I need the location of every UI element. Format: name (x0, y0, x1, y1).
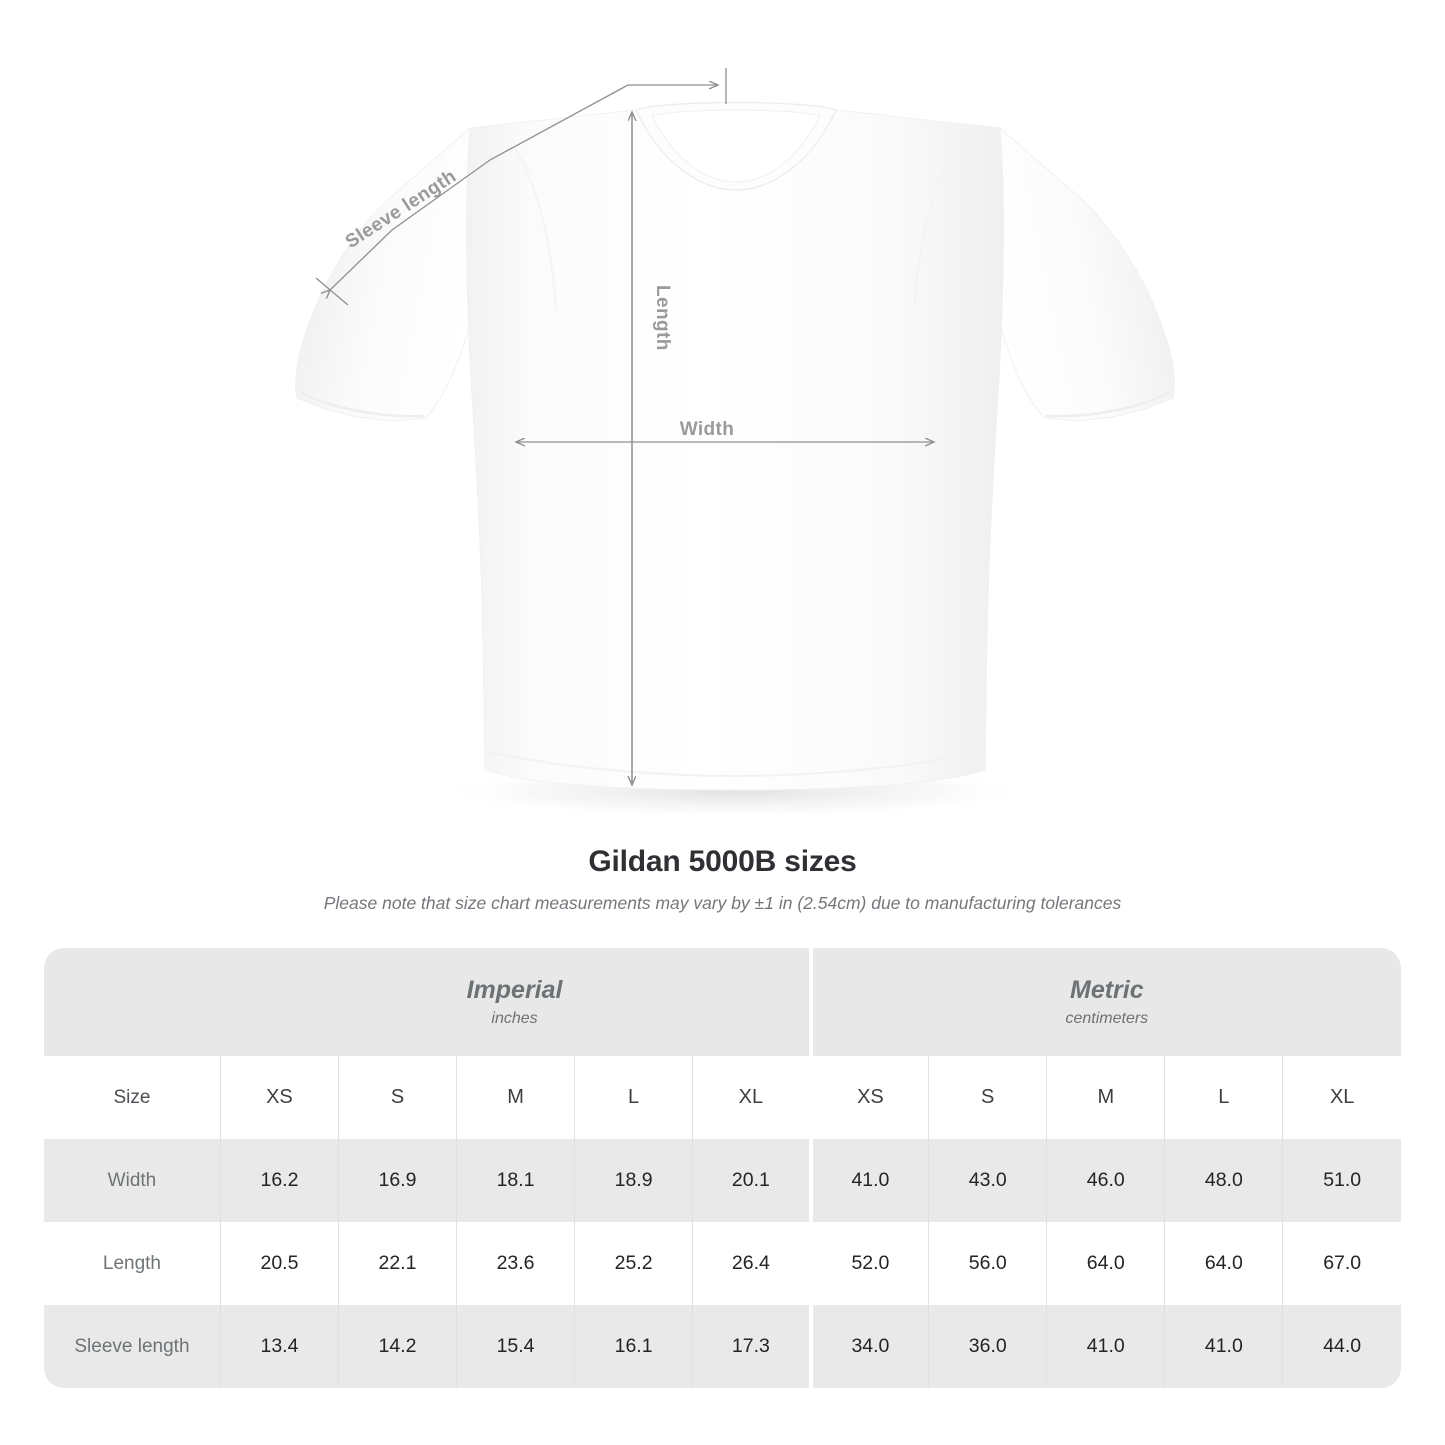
tshirt-diagram: Sleeve length Length Width (295, 68, 1175, 818)
table-row: Sleeve length 13.4 14.2 15.4 16.1 17.3 3… (44, 1305, 1401, 1388)
cell-sleeve-metric-m: 41.0 (1046, 1305, 1165, 1388)
unit-group-metric-name: Metric (1070, 975, 1144, 1004)
cell-width-metric-m: 46.0 (1046, 1139, 1165, 1222)
column-header-metric-xs: XS (808, 1056, 929, 1139)
table-header-row: Size XS S M L XL XS S M L XL (44, 1056, 1401, 1139)
fold-left-shoulder (515, 149, 557, 311)
cell-sleeve-imperial-xl: 17.3 (692, 1305, 811, 1388)
page-title: Gildan 5000B sizes (588, 845, 857, 878)
cell-sleeve-metric-s: 36.0 (928, 1305, 1047, 1388)
sleeve-hem-left (299, 390, 425, 418)
cell-width-metric-l: 48.0 (1164, 1139, 1283, 1222)
cell-sleeve-metric-xs: 34.0 (808, 1305, 929, 1388)
unit-group-metric: Metric centimeters (808, 948, 1401, 1056)
cell-width-imperial-s: 16.9 (337, 1139, 457, 1222)
cell-sleeve-imperial-l: 16.1 (574, 1305, 693, 1388)
table-row: Width 16.2 16.9 18.1 18.9 20.1 41.0 43.0… (44, 1139, 1401, 1222)
cell-length-imperial-xs: 20.5 (219, 1222, 339, 1305)
column-header-imperial-xs: XS (219, 1056, 339, 1139)
unit-group-imperial-name: Imperial (466, 975, 563, 1004)
fold-right-shoulder (913, 149, 955, 311)
fold-left-hem (489, 751, 736, 777)
row-header-sleeve-length: Sleeve length (44, 1305, 221, 1388)
unit-group-imperial: Imperial inches (220, 948, 811, 1056)
unit-group-row: Imperial inches Metric centimeters (44, 948, 1401, 1056)
table-row: Length 20.5 22.1 23.6 25.2 26.4 52.0 56.… (44, 1222, 1401, 1305)
cell-length-imperial-s: 22.1 (337, 1222, 457, 1305)
column-header-metric-l: L (1164, 1056, 1283, 1139)
column-header-metric-xl: XL (1282, 1056, 1401, 1139)
width-label: Width (680, 419, 735, 440)
cell-width-metric-s: 43.0 (928, 1139, 1047, 1222)
row-header-width: Width (44, 1139, 221, 1222)
column-header-imperial-s: S (337, 1056, 457, 1139)
cell-width-imperial-m: 18.1 (456, 1139, 575, 1222)
cell-width-imperial-l: 18.9 (574, 1139, 693, 1222)
cell-width-imperial-xl: 20.1 (692, 1139, 811, 1222)
unit-group-imperial-subtitle: inches (491, 1010, 538, 1028)
cell-width-metric-xs: 41.0 (808, 1139, 929, 1222)
cell-length-imperial-xl: 26.4 (692, 1222, 811, 1305)
cell-length-metric-xs: 52.0 (808, 1222, 929, 1305)
cell-width-metric-xl: 51.0 (1282, 1139, 1401, 1222)
cell-length-metric-m: 64.0 (1046, 1222, 1165, 1305)
cell-length-metric-l: 64.0 (1164, 1222, 1283, 1305)
size-chart-table: Imperial inches Metric centimeters Size … (44, 948, 1401, 1388)
collar-inner (651, 109, 821, 183)
column-header-imperial-l: L (574, 1056, 693, 1139)
unit-spacer-cell (44, 948, 221, 1056)
tshirt-graphic (295, 101, 1175, 791)
column-header-imperial-m: M (456, 1056, 575, 1139)
size-table-container: Imperial inches Metric centimeters Size … (44, 948, 1401, 1388)
cell-width-imperial-xs: 16.2 (219, 1139, 339, 1222)
title-block: Gildan 5000B sizes Please note that size… (0, 845, 1445, 914)
unit-group-metric-subtitle: centimeters (1065, 1010, 1149, 1028)
fold-right-hem (734, 751, 981, 777)
cell-sleeve-metric-xl: 44.0 (1282, 1305, 1401, 1388)
cell-sleeve-imperial-xs: 13.4 (219, 1305, 339, 1388)
cell-length-imperial-l: 25.2 (574, 1222, 693, 1305)
column-header-metric-s: S (928, 1056, 1047, 1139)
tolerance-note: Please note that size chart measurements… (323, 893, 1122, 913)
width-dimension: Width (516, 419, 934, 442)
sleeve-hem-right (1045, 390, 1171, 418)
cell-sleeve-imperial-s: 14.2 (337, 1305, 457, 1388)
cell-sleeve-imperial-m: 15.4 (456, 1305, 575, 1388)
right-sleeve (977, 127, 1175, 422)
cell-length-imperial-m: 23.6 (456, 1222, 575, 1305)
length-label: Length (652, 285, 673, 351)
column-header-metric-m: M (1046, 1056, 1165, 1139)
shoulder-reference-guide (628, 68, 727, 104)
left-sleeve (295, 127, 493, 422)
column-header-size: Size (44, 1056, 221, 1139)
cell-length-metric-xl: 67.0 (1282, 1222, 1401, 1305)
cell-length-metric-s: 56.0 (928, 1222, 1047, 1305)
length-dimension: Length (632, 112, 673, 785)
cell-sleeve-metric-l: 41.0 (1164, 1305, 1283, 1388)
column-header-imperial-xl: XL (692, 1056, 811, 1139)
tshirt-body (466, 102, 1004, 791)
row-header-length: Length (44, 1222, 221, 1305)
